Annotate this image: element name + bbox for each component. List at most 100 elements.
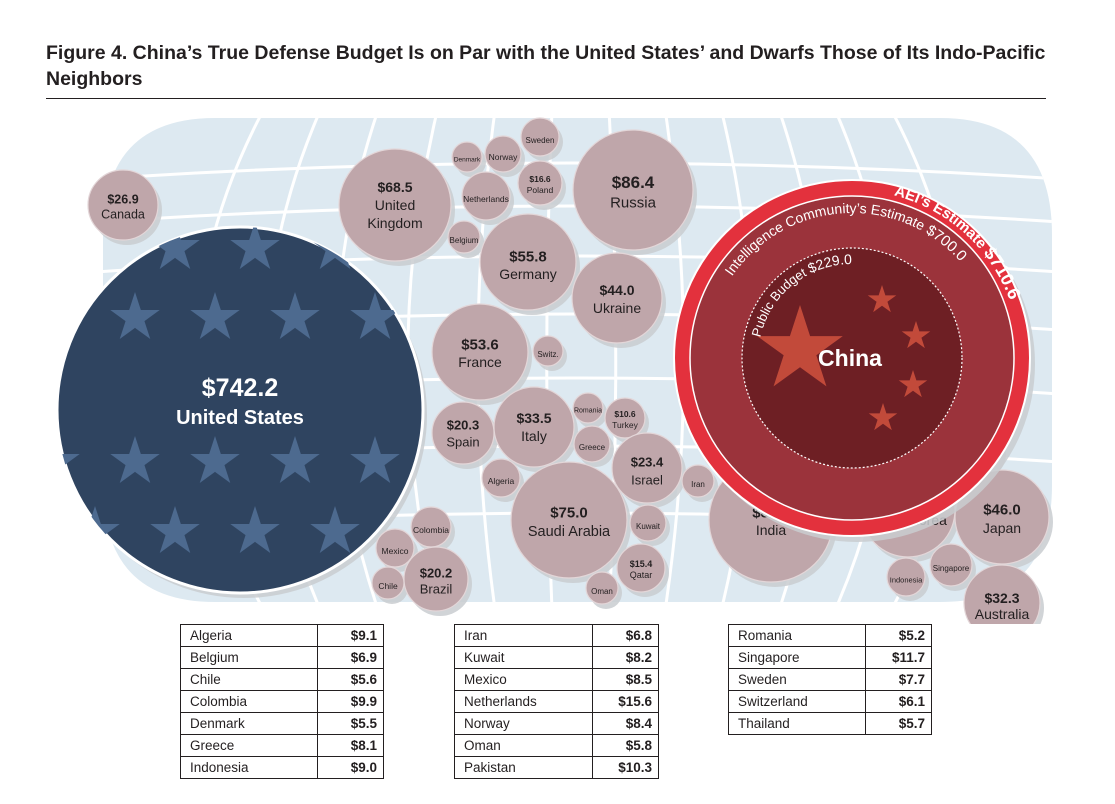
table-row: Romania $5.2 (728, 624, 932, 647)
qatar-name-label: Qatar (630, 570, 653, 580)
table-row: Colombia $9.9 (180, 690, 384, 713)
oman-bubble-group: Oman (585, 571, 619, 605)
kuwait-name-label: Kuwait (636, 522, 661, 531)
country-name-cell: Norway (454, 712, 593, 735)
mexico-bubble (375, 528, 415, 568)
singapore-bubble (929, 543, 973, 587)
russia-bubble (572, 129, 694, 251)
france-name-label: France (458, 354, 502, 370)
chile-bubble (371, 566, 405, 600)
singapore-bubble-group: Singapore (929, 543, 973, 587)
colombia-name-label: Colombia (413, 525, 449, 535)
algeria-bubble-group: Algeria (481, 458, 521, 498)
italy-bubble-group: $33.5 Italy (493, 386, 575, 468)
algeria-bubble (481, 458, 521, 498)
country-name-cell: Netherlands (454, 690, 593, 713)
table-row: Thailand $5.7 (728, 712, 932, 735)
russia-value-label: $86.4 (612, 173, 655, 192)
table-row: Belgium $6.9 (180, 646, 384, 669)
table-row: Switzerland $6.1 (728, 690, 932, 713)
australia-value-label: $32.3 (984, 590, 1019, 606)
brazil-value-label: $20.2 (420, 566, 453, 581)
table-row: Greece $8.1 (180, 734, 384, 757)
singapore-name-label: Singapore (933, 564, 970, 573)
canada-bubble (87, 169, 159, 241)
switzerland-name-label: Switz. (537, 350, 558, 359)
norway-name-label: Norway (489, 152, 519, 162)
budget-value-cell: $9.0 (317, 756, 384, 779)
ukraine-bubble (571, 252, 663, 344)
oman-bubble (585, 571, 619, 605)
united-kingdom-bubble (338, 148, 452, 262)
small-budget-table-1: Algeria $9.1 Belgium $6.9 Chile $5.6 Colombia $… (180, 624, 384, 779)
small-budget-table-2: Iran $6.8 Kuwait $8.2 Mexico $8.5 Netherlands $… (454, 624, 659, 779)
israel-bubble (611, 432, 683, 504)
denmark-bubble (451, 141, 483, 173)
israel-name-label: Israel (631, 473, 663, 488)
india-name-label: India (756, 522, 787, 538)
kuwait-bubble (629, 504, 667, 542)
table-row: Netherlands $15.6 (454, 690, 659, 713)
iran-bubble (681, 464, 715, 498)
romania-bubble (572, 392, 604, 424)
budget-value-cell: $6.1 (865, 690, 932, 713)
oman-name-label: Oman (591, 587, 613, 596)
small-budget-table-3: Romania $5.2 Singapore $11.7 Sweden $7.7 Switz… (728, 624, 932, 735)
japan-name-label: Japan (983, 520, 1021, 536)
brazil-name-label: Brazil (420, 582, 453, 597)
united-kingdom-value-label: $68.5 (377, 179, 412, 195)
switzerland-bubble (532, 335, 564, 367)
country-name-cell: Thailand (728, 712, 866, 735)
greece-name-label: Greece (579, 443, 606, 452)
budget-value-cell: $8.2 (592, 646, 659, 669)
budget-value-cell: $5.5 (317, 712, 384, 735)
country-name-cell: Singapore (728, 646, 866, 669)
israel-value-label: $23.4 (631, 455, 664, 470)
table-row: Oman $5.8 (454, 734, 659, 757)
colombia-bubble (410, 506, 452, 548)
germany-name-label: Germany (499, 266, 557, 282)
iran-name-label: Iran (691, 480, 705, 489)
united-states-value-label: $742.2 (202, 374, 278, 402)
united-states-bubble-group: $742.2 United States (55, 225, 425, 595)
budget-value-cell: $5.7 (865, 712, 932, 735)
spain-name-label: Spain (446, 435, 479, 450)
belgium-name-label: Belgium (450, 236, 479, 245)
united-states-bubble (55, 225, 425, 595)
country-name-cell: Greece (180, 734, 318, 757)
canada-value-label: $26.9 (107, 192, 138, 206)
country-name-cell: Chile (180, 668, 318, 691)
chile-bubble-group: Chile (371, 566, 405, 600)
country-name-cell: Switzerland (728, 690, 866, 713)
table-row: Mexico $8.5 (454, 668, 659, 691)
italy-name-label: Italy (521, 428, 547, 444)
denmark-bubble-group: Denmark (451, 141, 483, 173)
table-row: Singapore $11.7 (728, 646, 932, 669)
russia-name-label: Russia (610, 194, 657, 211)
table-row: Algeria $9.1 (180, 624, 384, 647)
country-name-cell: Sweden (728, 668, 866, 691)
country-name-cell: Kuwait (454, 646, 593, 669)
indonesia-bubble-group: Indonesia (886, 557, 926, 597)
budget-value-cell: $5.6 (317, 668, 384, 691)
united-kingdom-bubble-group: $68.5 United Kingdom (338, 148, 452, 262)
belgium-bubble-group: Belgium (447, 220, 481, 254)
saudi-arabia-bubble (510, 461, 628, 579)
country-name-cell: Denmark (180, 712, 318, 735)
netherlands-bubble-group: Netherlands (461, 171, 511, 221)
canada-name-label: Canada (101, 207, 145, 221)
mexico-bubble-group: Mexico (375, 528, 415, 568)
turkey-value-label: $10.6 (614, 409, 636, 419)
germany-bubble (479, 213, 577, 311)
italy-bubble (493, 386, 575, 468)
qatar-bubble (616, 543, 666, 593)
australia-name-label: Australia (975, 606, 1030, 622)
chile-name-label: Chile (378, 581, 398, 591)
poland-name-label: Poland (527, 185, 554, 195)
colombia-bubble-group: Colombia (410, 506, 452, 548)
